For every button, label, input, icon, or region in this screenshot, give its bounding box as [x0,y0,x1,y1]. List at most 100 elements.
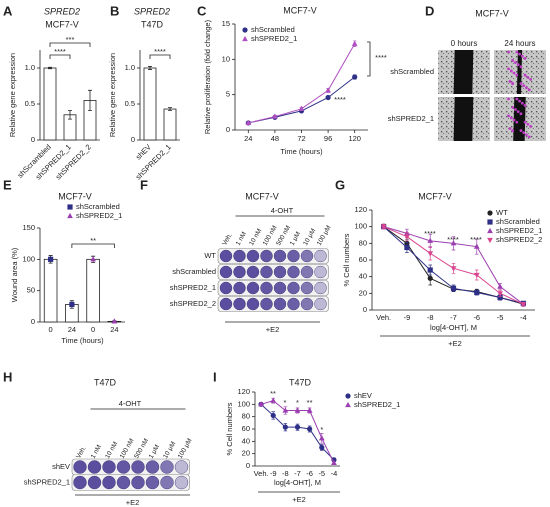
migrated-cell [508,80,512,83]
panel-letter: C [197,3,207,18]
row-label: shScrambled [390,67,434,76]
x-axis-label: log[4-OHT], M [274,478,321,487]
plate-row [217,264,329,280]
column-label: 1 nM [235,231,248,247]
migrated-cell [529,77,532,81]
panel-letter: E [3,177,12,192]
bar [163,108,177,141]
migrated-cell [522,131,526,135]
well [145,460,160,474]
x-tick-label: 0 [49,325,53,334]
condition-label: +E2 [266,325,280,334]
significance-label: **** [447,235,459,244]
well [174,460,189,474]
column-label: 0 hours [451,39,478,48]
y-tick-label: 0.5 [25,99,35,108]
data-point [282,407,289,413]
y-tick-label: 40 [242,436,250,445]
well [233,281,246,295]
legend-label: shEV [354,391,372,400]
migrated-cell [514,61,517,64]
well [219,281,233,295]
significance-label: ** [90,236,96,245]
y-tick-label: 10 [222,54,230,63]
y-axis-label: Relative gene expression [8,53,17,137]
significance-label: **** [154,47,166,56]
data-point [272,113,278,119]
y-tick-label: 150 [22,223,35,232]
x-tick-label: -8 [427,313,434,322]
plate-row [217,280,329,296]
data-point [325,94,331,101]
legend-marker [487,219,493,225]
x-tick-label: 24 [110,325,118,334]
wound-gap [453,97,474,141]
panel-title: T47D [289,377,312,387]
well [246,265,260,279]
well [116,460,131,474]
data-point [307,426,313,432]
legend-marker [345,401,351,408]
y-tick-label: 0 [31,135,35,144]
significance-bracket [149,54,171,59]
bar [143,67,157,141]
migrated-cell [509,69,513,73]
x-tick-label: -9 [270,469,277,478]
y-tick-label: 100 [237,399,250,408]
column-label: Veh. [75,445,88,460]
migrated-cell [523,120,527,124]
migrated-cell [511,82,515,85]
well [73,460,87,474]
migrated-cell [514,108,517,111]
legend-marker [67,212,73,219]
migrated-cell [518,99,521,103]
y-tick-label: 100 [354,222,367,231]
legend-label: shSPRED2_1 [496,226,542,235]
legend-label: WT [496,208,508,217]
migrated-cell [516,63,520,67]
y-tick-label: 0 [31,317,35,326]
migrated-cell [529,124,532,128]
migrated-cell [523,103,527,107]
data-point [294,424,301,430]
migrated-cell [527,88,531,92]
significance-label: * [296,398,299,407]
migrated-cell [519,65,523,69]
panel-letter: B [110,3,119,18]
x-tick-label: -9 [404,313,411,322]
migrated-cell [523,73,527,77]
data-point [450,266,457,272]
plate-row [71,474,190,491]
data-point [450,240,457,246]
well [87,460,102,474]
y-tick-label: 0 [226,125,230,134]
data-point [270,397,277,403]
migrated-cell [509,116,513,120]
data-point [450,285,457,291]
migrated-cell [507,50,510,54]
data-point [380,224,387,230]
legend-label: shSPRED2_1 [76,211,122,220]
row-label: shEV [52,462,70,471]
well [300,297,314,311]
data-point [497,294,503,301]
well [273,265,287,279]
well [246,297,260,311]
x-tick-label: -5 [318,469,325,478]
data-point [245,119,252,126]
significance-bracket [49,42,91,47]
data-point [48,256,54,262]
column-label: Veh. [221,232,234,247]
migrated-cell [526,122,530,126]
y-tick-label: 15 [222,19,230,28]
data-point [427,251,434,257]
data-point [474,289,480,296]
well [233,297,246,311]
well [174,475,189,490]
well [73,475,87,490]
well [131,475,145,490]
x-axis-label: Time (hours) [280,147,323,156]
wound-gap [513,97,526,141]
